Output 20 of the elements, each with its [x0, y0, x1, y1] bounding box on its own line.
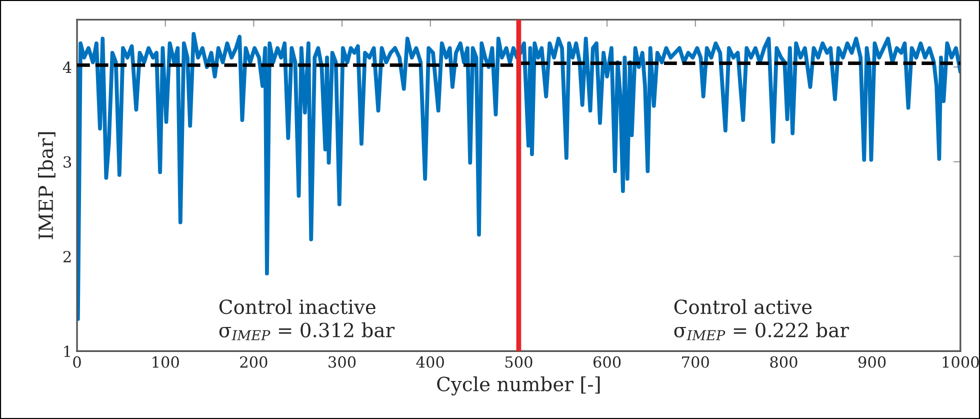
x-tick-label: 900 [858, 356, 886, 368]
y-tick-label: 1 [64, 346, 70, 357]
x-tick-label: 700 [682, 356, 709, 368]
x-tick-label: 300 [328, 356, 356, 368]
x-tick-label: 800 [770, 356, 798, 368]
x-tick-label: 600 [593, 356, 621, 368]
x-tick-label: 400 [416, 356, 444, 368]
y-tick-label: 3 [64, 156, 72, 168]
x-tick-label: 1000 [942, 356, 979, 368]
y-tick-label: 4 [62, 62, 72, 73]
x-tick-label: 100 [152, 356, 179, 368]
annotation: Control active σ$_{IMEP}$ = 0.222 bar [674, 299, 849, 340]
line-series [77, 32, 960, 321]
x-tick-label: 200 [240, 356, 268, 368]
x-tick-label: 0 [73, 356, 81, 368]
x-tick-label: 500 [505, 356, 532, 368]
y-axis-title: IMEP [bar] [38, 132, 56, 240]
y-tick-label: 2 [63, 250, 71, 262]
x-axis-title: Cycle number [-] [437, 376, 600, 396]
annotation: Control inactive σ$_{IMEP}$ = 0.312 bar [219, 299, 395, 340]
